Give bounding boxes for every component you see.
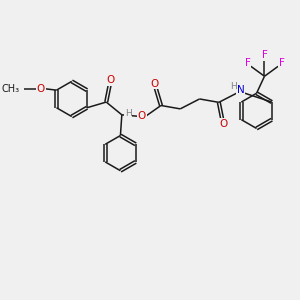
Text: O: O — [219, 119, 227, 129]
Text: O: O — [138, 111, 146, 121]
Text: F: F — [262, 50, 267, 60]
Text: CH₃: CH₃ — [2, 84, 20, 94]
Text: H: H — [125, 109, 131, 118]
Text: O: O — [151, 79, 159, 88]
Text: N: N — [236, 85, 244, 95]
Text: F: F — [244, 58, 250, 68]
Text: F: F — [279, 58, 284, 68]
Text: H: H — [230, 82, 236, 91]
Text: O: O — [106, 75, 115, 85]
Text: O: O — [37, 84, 45, 94]
